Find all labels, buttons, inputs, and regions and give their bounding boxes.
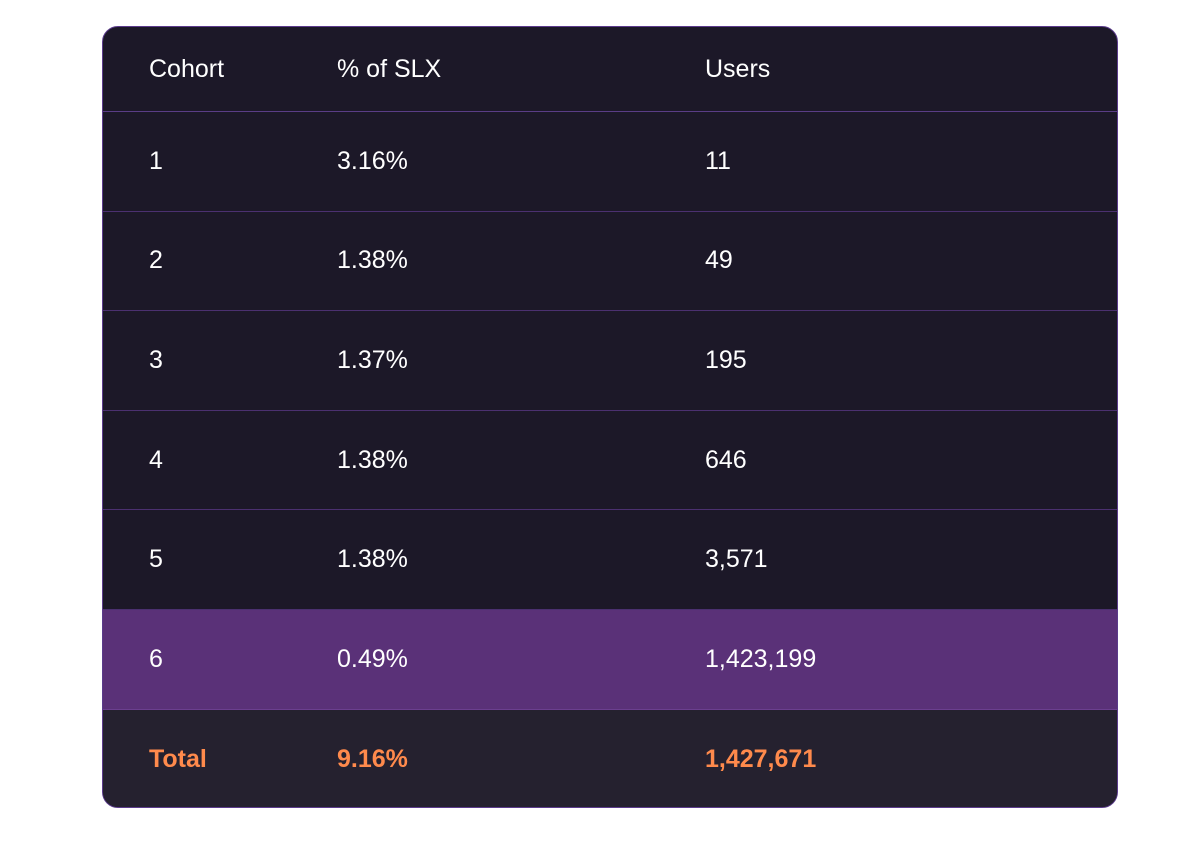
users-cell: 11 [705,147,731,176]
table-row: 3 1.37% 195 [103,311,1117,411]
table-row: 5 1.38% 3,571 [103,510,1117,610]
cohort-cell: 4 [149,446,163,475]
users-cell: 49 [705,246,733,275]
header-users: Users [705,55,770,84]
users-cell: 195 [705,346,747,375]
users-cell: 3,571 [705,545,768,574]
percent-cell: 3.16% [337,147,408,176]
users-cell: 1,423,199 [705,645,816,674]
total-percent: 9.16% [337,745,408,774]
header-cohort: Cohort [149,55,224,84]
total-users: 1,427,671 [705,745,816,774]
header-percent: % of SLX [337,55,441,84]
table-row: 2 1.38% 49 [103,212,1117,312]
cohort-cell: 6 [149,645,163,674]
table-row-highlighted: 6 0.49% 1,423,199 [103,610,1117,710]
cohort-table: Cohort % of SLX Users 1 3.16% 11 2 1.38%… [102,26,1118,808]
cohort-cell: 3 [149,346,163,375]
table-row: 1 3.16% 11 [103,112,1117,212]
percent-cell: 1.38% [337,246,408,275]
table-header-row: Cohort % of SLX Users [103,27,1117,112]
percent-cell: 1.38% [337,446,408,475]
percent-cell: 0.49% [337,645,408,674]
percent-cell: 1.38% [337,545,408,574]
users-cell: 646 [705,446,747,475]
total-row: Total 9.16% 1,427,671 [103,710,1117,808]
percent-cell: 1.37% [337,346,408,375]
total-label: Total [149,745,207,774]
cohort-cell: 1 [149,147,163,176]
table-row: 4 1.38% 646 [103,411,1117,511]
cohort-cell: 2 [149,246,163,275]
cohort-cell: 5 [149,545,163,574]
